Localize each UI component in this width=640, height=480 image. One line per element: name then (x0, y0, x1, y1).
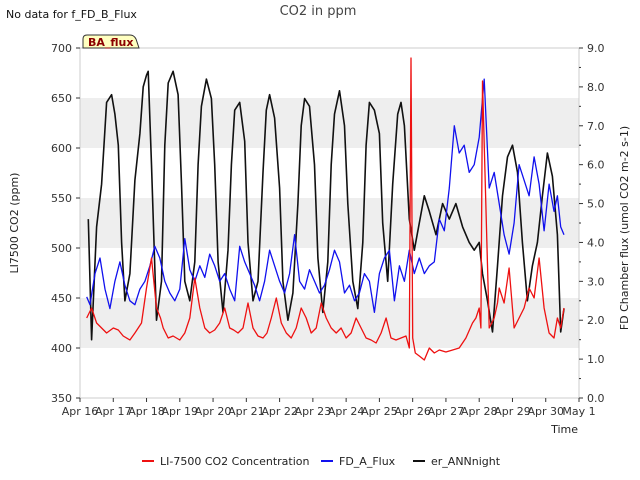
x-tick-label: Apr 23 (295, 405, 332, 418)
y-axis-left-label: LI7500 CO2 (ppm) (8, 173, 21, 274)
x-tick-label: Apr 16 (62, 405, 99, 418)
x-tick-label: May 1 (562, 405, 595, 418)
legend-label: FD_A_Flux (339, 455, 396, 468)
x-tick-label: Apr 26 (394, 405, 431, 418)
legend: LI-7500 CO2 Concentration FD_A_Flux er_ANN… (142, 455, 501, 468)
series-layer (86, 57, 565, 361)
x-tick-label: Apr 17 (95, 405, 132, 418)
x-tick-label: Apr 28 (461, 405, 498, 418)
x-tick-label: Apr 22 (261, 405, 298, 418)
y-right-tick-label: 7.0 (587, 120, 605, 133)
no-data-note: No data for f_FD_B_Flux (6, 8, 137, 21)
y-left-tick-label: 350 (51, 392, 72, 405)
x-axis-label: Time (550, 423, 578, 436)
y-right-tick-label: 6.0 (587, 159, 605, 172)
y-left-tick-label: 500 (51, 242, 72, 255)
badge: BA_flux (82, 34, 140, 49)
x-tick-label: Apr 27 (428, 405, 465, 418)
badge-box (82, 34, 140, 49)
x-tick-label: Apr 20 (195, 405, 232, 418)
y-right-tick-label: 0.0 (587, 392, 605, 405)
x-tick-label: Apr 21 (228, 405, 265, 418)
series-line-er-annnight (87, 70, 565, 341)
y-left-tick-label: 600 (51, 142, 72, 155)
grid-band-0 (80, 298, 579, 348)
series-line-fd-a-flux (86, 78, 565, 314)
y-left-tick-label: 450 (51, 292, 72, 305)
x-tick-label: Apr 30 (527, 405, 564, 418)
axis-ticks: 350 400 450 500 550 600 650 700 0.0 1.0 2.0 3.0 4.0 5… (51, 42, 605, 418)
chart-title: CO2 in ppm (280, 4, 357, 19)
y-left-tick-label: 700 (51, 42, 72, 55)
x-tick-label: Apr 24 (328, 405, 365, 418)
x-tick-label: Apr 19 (162, 405, 199, 418)
y-right-tick-label: 9.0 (587, 42, 605, 55)
y-axis-right-label: FD Chamber flux (umol CO2 m-2 s-1) (618, 126, 631, 330)
series-line-li-7500-co2-concentration (86, 57, 565, 361)
x-tick-label: Apr 25 (361, 405, 398, 418)
y-right-tick-label: 2.0 (587, 314, 605, 327)
y-right-tick-label: 3.0 (587, 275, 605, 288)
y-right-tick-label: 1.0 (587, 353, 605, 366)
y-left-tick-label: 400 (51, 342, 72, 355)
y-right-tick-label: 5.0 (587, 198, 605, 211)
y-left-tick-label: 550 (51, 192, 72, 205)
y-left-tick-label: 650 (51, 92, 72, 105)
legend-label: LI-7500 CO2 Concentration (160, 455, 310, 468)
x-tick-label: Apr 29 (494, 405, 531, 418)
grid-band-2 (80, 98, 579, 148)
legend-label: er_ANNnight (431, 455, 501, 468)
y-right-tick-label: 4.0 (587, 236, 605, 249)
x-tick-label: Apr 18 (128, 405, 165, 418)
y-right-tick-label: 8.0 (587, 81, 605, 94)
badge-label: BA_flux (88, 36, 133, 49)
